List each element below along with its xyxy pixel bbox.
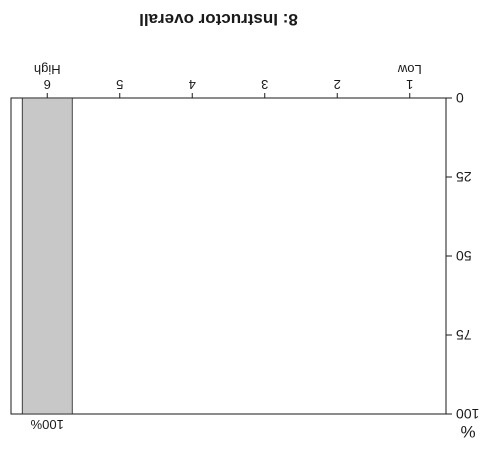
x-tick-label-3: 3 (261, 77, 268, 92)
y-tick-label-50: 50 (456, 248, 472, 264)
y-tick-label-0: 0 (456, 90, 464, 106)
x-tick-label-4: 4 (189, 77, 196, 92)
chart-title: 8: Instructor overall (139, 10, 298, 29)
plot-frame-group (10, 97, 447, 415)
x-tick-label-1: 1 (406, 77, 413, 92)
y-axis-label: % (460, 422, 475, 441)
labels-group: 8: Instructor overall % Low High (34, 10, 476, 441)
plot-frame (10, 97, 447, 415)
x-low-label: Low (397, 62, 421, 77)
y-tick-label-75: 75 (456, 327, 472, 343)
bars-group: 100% (21, 97, 73, 432)
x-axis: 1 2 3 4 5 6 (44, 77, 413, 98)
x-tick-label-5: 5 (116, 77, 123, 92)
x-tick-label-6: 6 (44, 77, 51, 92)
bar-value-label-6: 100% (30, 417, 64, 432)
x-tick-label-2: 2 (334, 77, 341, 92)
y-tick-label-100: 100 (456, 406, 480, 422)
bar-6 (21, 97, 73, 415)
rotated-figure: 100% 0 25 50 75 100 1 2 3 4 5 6 8: Instructor ove… (10, 10, 479, 441)
y-axis: 0 25 50 75 100 (446, 90, 479, 422)
y-tick-label-25: 25 (456, 169, 472, 185)
x-high-label: High (34, 62, 61, 77)
